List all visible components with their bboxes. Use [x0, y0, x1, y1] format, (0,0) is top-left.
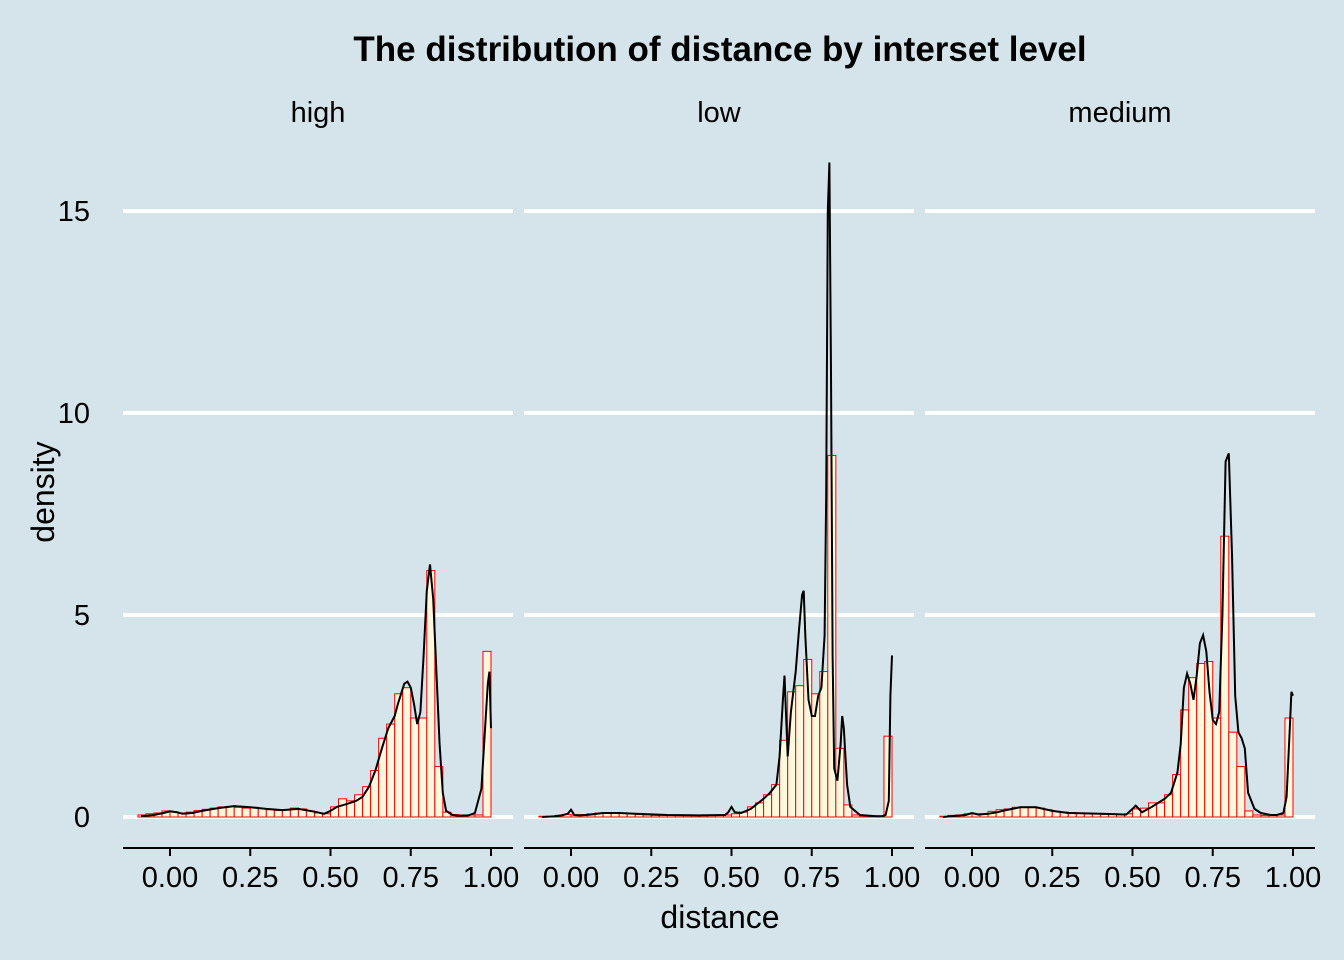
x-tick-label: 0.25	[623, 862, 679, 894]
histogram-bar	[281, 809, 291, 818]
facet-panel-medium: medium 0.00 0.25 0.50 0.75 1.00	[925, 97, 1321, 894]
facet-panel-low: low 0.00 0.25 0.50 0.75 1.00	[524, 97, 920, 894]
histogram-bar	[241, 807, 251, 818]
facet-panels: high 0.00 0.25 0.50 0.75 1.00 low 0.00 0.25 0.50 0…	[123, 97, 1321, 894]
x-tick-label: 0.00	[944, 862, 1000, 894]
x-tick-label: 1.00	[463, 862, 519, 894]
histogram-bar	[1244, 810, 1254, 818]
facet-strip-label: high	[291, 97, 346, 129]
x-tick-label: 0.50	[302, 862, 358, 894]
histogram-bar	[1212, 717, 1222, 818]
histogram-bar	[273, 810, 283, 818]
y-tick-label: 0	[74, 802, 90, 834]
histogram-bar	[1252, 814, 1262, 818]
x-tick-label: 0.00	[543, 862, 599, 894]
histogram-bar	[795, 685, 805, 818]
histogram-bar	[1196, 662, 1206, 818]
facet-panel-high: high 0.00 0.25 0.50 0.75 1.00	[123, 97, 519, 894]
histogram-bar	[378, 737, 388, 818]
density-curve	[542, 162, 893, 818]
histogram-bar	[410, 717, 420, 818]
y-axis-label: density	[25, 441, 61, 542]
histogram-bar	[843, 804, 853, 818]
x-tick-label: 0.50	[703, 862, 759, 894]
x-tick-label: 1.00	[1265, 862, 1321, 894]
y-axis: 0 5 10 15	[58, 196, 90, 834]
histogram-bar	[1284, 717, 1294, 818]
histogram-bar	[1019, 806, 1029, 818]
density-curve	[141, 564, 492, 818]
histogram-bar	[883, 735, 893, 818]
histogram-bar	[225, 805, 235, 818]
histogram-bar	[1236, 766, 1246, 818]
histogram-bar	[233, 806, 243, 818]
x-axis-label: distance	[660, 899, 779, 935]
x-tick-label: 0.75	[1185, 862, 1241, 894]
chart-title: The distribution of distance by interset…	[353, 30, 1086, 69]
histogram-bar	[482, 650, 492, 818]
x-tick-label: 0.00	[142, 862, 198, 894]
facet-strip-label: low	[697, 97, 742, 129]
histogram-bar	[731, 813, 741, 818]
histogram-bar	[474, 814, 484, 818]
histogram-bar	[257, 808, 267, 818]
histogram-bar	[1027, 806, 1037, 818]
y-tick-label: 5	[74, 600, 90, 632]
facet-strip-label: medium	[1068, 97, 1171, 129]
histogram-bar	[265, 809, 275, 818]
histogram-bar	[418, 717, 428, 818]
y-tick-label: 10	[58, 398, 90, 430]
x-tick-label: 0.25	[1024, 862, 1080, 894]
histogram-bar	[1260, 814, 1270, 818]
histogram-bar	[1220, 535, 1230, 818]
histogram-bar	[819, 671, 829, 818]
x-tick-label: 0.75	[784, 862, 840, 894]
x-tick-label: 1.00	[864, 862, 920, 894]
density-curve	[943, 453, 1294, 818]
x-tick-label: 0.50	[1104, 862, 1160, 894]
histogram-bar	[1228, 731, 1238, 818]
x-tick-label: 0.75	[383, 862, 439, 894]
y-tick-label: 15	[58, 196, 90, 228]
histogram-bar	[402, 687, 412, 818]
histogram-bar	[386, 723, 396, 818]
histogram-bar	[1156, 802, 1166, 818]
x-tick-label: 0.25	[222, 862, 278, 894]
histogram-bar	[338, 798, 348, 818]
